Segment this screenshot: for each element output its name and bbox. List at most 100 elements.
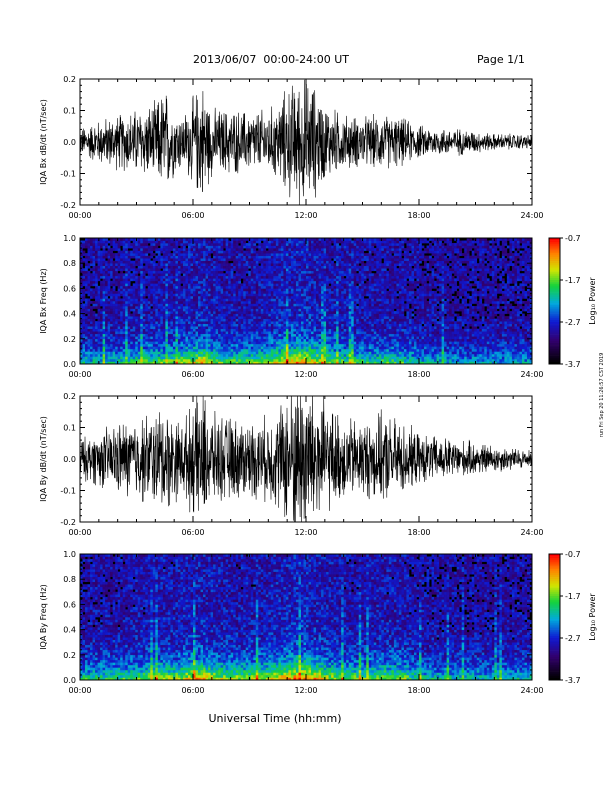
- spectrogram-cell: [185, 361, 189, 365]
- spectrogram-cell: [215, 306, 219, 309]
- spectrogram-cell: [208, 333, 211, 337]
- spectrogram-cell: [323, 348, 327, 352]
- spectrogram-cell: [185, 343, 189, 347]
- spectrogram-cell: [273, 308, 277, 312]
- spectrogram-cell: [285, 255, 289, 259]
- spectrogram-cell: [110, 238, 113, 241]
- spectrogram-cell: [228, 240, 231, 244]
- spectrogram-cell: [125, 268, 129, 272]
- spectrogram-cell: [92, 318, 96, 322]
- spectrogram-cell: [167, 273, 171, 277]
- spectrogram-cell: [280, 343, 284, 347]
- spectrogram-cell: [190, 260, 194, 264]
- spectrogram-cell: [311, 333, 314, 337]
- spectrogram-cell: [195, 351, 199, 355]
- spectrogram-cell: [117, 295, 121, 299]
- spectrogram-cell: [240, 298, 244, 302]
- spectrogram-cell: [288, 358, 292, 362]
- spectrogram-cell: [300, 328, 304, 332]
- spectrogram-cell: [160, 306, 164, 309]
- spectrogram-cell: [220, 313, 224, 317]
- spectrogram-cell: [326, 333, 329, 337]
- spectrogram-cell: [326, 361, 329, 365]
- spectrogram-cell: [112, 361, 116, 365]
- spectrogram-cell: [268, 341, 272, 345]
- spectrogram-cell: [225, 318, 229, 322]
- spectrogram-cell: [255, 326, 259, 330]
- spectrogram-cell: [316, 301, 319, 304]
- spectrogram-cell: [268, 245, 272, 249]
- spectrogram-cell: [243, 298, 247, 302]
- spectrogram-cell: [185, 323, 189, 327]
- spectrogram-cell: [122, 280, 126, 284]
- spectrogram-cell: [200, 333, 204, 337]
- spectrogram-cell: [300, 295, 304, 299]
- spectrogram-cell: [170, 270, 174, 274]
- spectrogram-cell: [278, 243, 282, 246]
- spectrogram-cell: [187, 275, 191, 279]
- spectrogram-cell: [145, 290, 149, 294]
- spectrogram-cell: [326, 326, 329, 330]
- spectrogram-cell: [122, 358, 126, 362]
- spectrogram-cell: [328, 280, 332, 284]
- spectrogram-cell: [213, 298, 216, 302]
- spectrogram-cell: [233, 356, 236, 360]
- spectrogram-cell: [193, 321, 196, 324]
- spectrogram-cell: [326, 308, 329, 312]
- spectrogram-cell: [135, 270, 139, 274]
- spectrogram-cell: [268, 265, 272, 269]
- spectrogram-cell: [110, 273, 113, 277]
- spectrogram-cell: [255, 288, 259, 292]
- spectrogram-cell: [290, 260, 294, 264]
- spectrogram-cell: [110, 260, 113, 264]
- spectrogram-cell: [270, 280, 274, 284]
- spectrogram-cell: [82, 361, 86, 365]
- spectrogram-cell: [152, 356, 156, 360]
- spectrogram-cell: [102, 338, 106, 342]
- spectrogram-cell: [177, 306, 181, 309]
- spectrogram-cell: [258, 356, 262, 360]
- spectrogram-cell: [321, 258, 324, 261]
- spectrogram-cell: [182, 263, 186, 267]
- spectrogram-cell: [145, 258, 149, 261]
- spectrogram-cell: [258, 336, 262, 340]
- spectrogram-cell: [185, 270, 189, 274]
- spectrogram-cell: [135, 323, 139, 327]
- spectrogram-cell: [132, 353, 136, 357]
- spectrogram-cell: [311, 343, 314, 347]
- spectrogram-cell: [170, 240, 174, 244]
- spectrogram-cell: [308, 263, 312, 267]
- spectrogram-cell: [303, 255, 307, 259]
- spectrogram-cell: [195, 285, 199, 289]
- spectrogram-cell: [215, 293, 219, 297]
- spectrogram-cell: [160, 361, 164, 365]
- spectrogram-cell: [135, 306, 139, 309]
- spectrogram-cell: [290, 238, 294, 241]
- spectrogram-cell: [318, 333, 322, 337]
- spectrogram-cell: [275, 346, 279, 350]
- spectrogram-cell: [157, 338, 161, 342]
- spectrogram-cell: [195, 306, 199, 309]
- spectrogram-cell: [213, 328, 216, 332]
- spectrogram-cell: [150, 353, 154, 357]
- spectrogram-cell: [80, 260, 83, 264]
- spectrogram-cell: [122, 356, 126, 360]
- spectrogram-cell: [298, 341, 302, 345]
- spectrogram-cell: [233, 341, 236, 345]
- spectrogram-cell: [228, 270, 231, 274]
- spectrogram-cell: [275, 258, 279, 261]
- spectrogram-cell: [233, 288, 236, 292]
- spectrogram-cell: [263, 238, 267, 241]
- spectrogram-cell: [285, 336, 289, 340]
- spectrogram-cell: [175, 288, 179, 292]
- spectrogram-cell: [185, 290, 189, 294]
- spectrogram-cell: [230, 338, 234, 342]
- spectrogram-cell: [175, 336, 179, 340]
- spectrogram-cell: [115, 240, 118, 244]
- spectrogram-cell: [250, 323, 254, 327]
- spectrogram-cell: [260, 255, 264, 259]
- spectrogram-cell: [270, 243, 274, 246]
- spectrogram-cell: [160, 313, 164, 317]
- spectrogram-cell: [100, 326, 103, 330]
- spectrogram-cell: [110, 308, 113, 312]
